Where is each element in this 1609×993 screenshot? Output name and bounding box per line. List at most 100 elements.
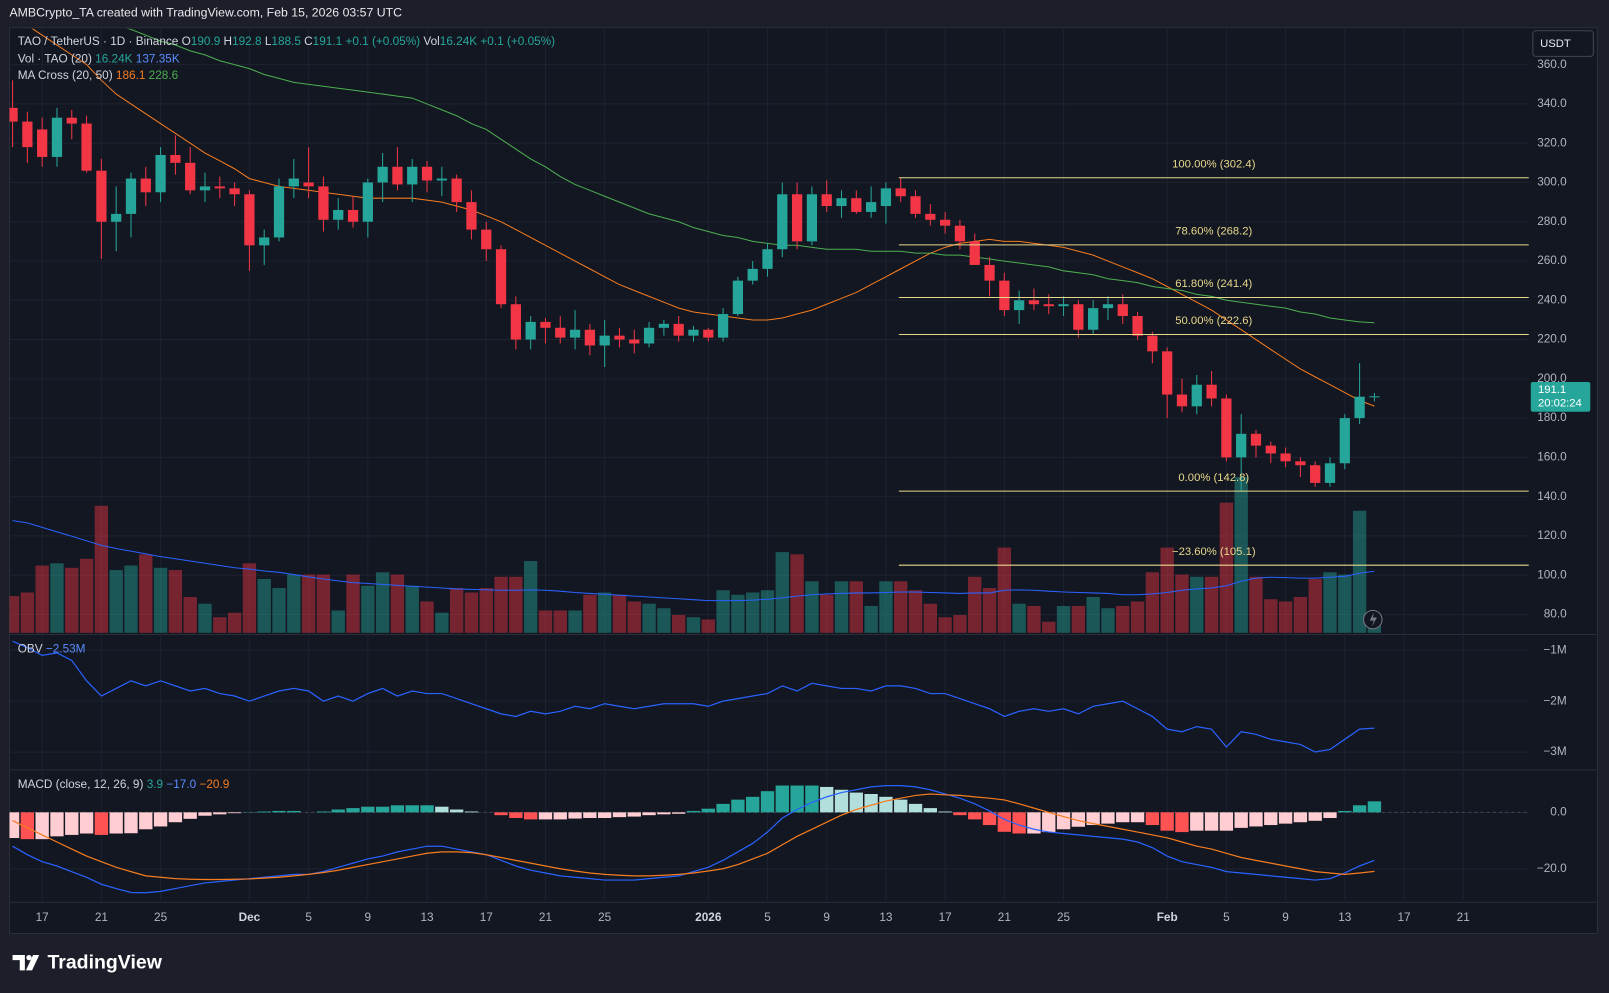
macd-histogram-bar xyxy=(657,812,671,815)
volume-bar xyxy=(1278,601,1293,633)
macd-histogram-bar xyxy=(1249,812,1263,827)
ma50-value: 228.6 xyxy=(149,69,179,82)
symbol: TAO / TetherUS · 1D · Binance xyxy=(18,35,179,48)
macd-histogram-bar xyxy=(1042,812,1056,833)
x-tick-label: 9 xyxy=(365,911,372,924)
legend-obv: OBV −2.53M xyxy=(18,642,86,655)
candle-body xyxy=(229,188,240,195)
y-tick-label: 180.0 xyxy=(1537,411,1567,424)
macd-histogram-bar xyxy=(805,785,819,813)
candle-body xyxy=(984,264,995,281)
candle-body xyxy=(273,186,285,238)
ohlc-letter: L xyxy=(265,35,272,48)
y-tick-label: 280.0 xyxy=(1537,215,1567,228)
candle-body xyxy=(1236,433,1247,458)
y-tick-label: 220.0 xyxy=(1537,333,1567,346)
volume-bar xyxy=(509,576,523,633)
candle-body xyxy=(125,178,137,214)
macd-histogram-bar xyxy=(213,812,227,815)
y-tick-label: 120.0 xyxy=(1537,529,1567,542)
fib-label: 78.60% (268.2) xyxy=(1175,226,1252,238)
volume-bar xyxy=(1175,574,1189,633)
volume-bar xyxy=(968,576,982,633)
macd-histogram-bar xyxy=(820,786,834,813)
y-tick-label: 0.0 xyxy=(1550,805,1567,818)
candle-body xyxy=(244,194,255,246)
vol-label: Vol xyxy=(423,35,439,48)
currency-button[interactable] xyxy=(1532,30,1594,57)
macd-histogram-bar xyxy=(420,805,434,813)
y-tick-label: −2M xyxy=(1543,694,1566,707)
ma-line xyxy=(31,28,1375,407)
candle-body xyxy=(762,249,773,269)
candle-body xyxy=(288,178,299,187)
macd-histogram-bar xyxy=(894,799,908,813)
candle-body xyxy=(1369,396,1380,398)
ohlc-value: 190.9 xyxy=(191,35,220,48)
candle-body xyxy=(1117,304,1128,317)
candle-body xyxy=(910,196,921,214)
candle-body xyxy=(1295,461,1306,466)
macd-histogram-bar xyxy=(287,810,301,813)
volume-bar xyxy=(982,588,997,633)
candle-body xyxy=(1132,316,1143,336)
macd-histogram-bar xyxy=(568,812,582,819)
x-tick-label: 5 xyxy=(305,911,312,924)
volume-bar xyxy=(1130,601,1145,633)
candle-body xyxy=(643,327,655,344)
y-tick-label: 340.0 xyxy=(1537,97,1567,110)
volume-bar xyxy=(405,585,419,633)
volume-bar xyxy=(316,574,331,633)
volume-bar xyxy=(1056,605,1071,633)
candle-body xyxy=(259,237,270,246)
candle-body xyxy=(66,117,77,124)
volume-bar xyxy=(760,590,775,633)
macd-histogram-bar xyxy=(879,796,893,813)
macd-histogram-bar xyxy=(1293,812,1308,823)
macd-histogram-bar xyxy=(642,812,656,816)
candle-body xyxy=(851,198,862,212)
volume-bar xyxy=(612,594,627,633)
ma-line xyxy=(126,28,1375,324)
candle-body xyxy=(407,166,418,185)
candle-body xyxy=(155,154,166,193)
volume-bar xyxy=(198,603,212,633)
volume-bar xyxy=(1352,510,1367,633)
volume-bar xyxy=(35,565,49,633)
last-price-tag xyxy=(1530,381,1591,412)
candle-body xyxy=(1206,384,1217,399)
macd-histogram-bar xyxy=(331,809,345,813)
volume-bar xyxy=(583,594,597,633)
volume-bar xyxy=(731,594,745,633)
macd-value: −17.0 xyxy=(166,778,196,791)
macd-histogram-bar xyxy=(1338,810,1352,813)
volume-bar xyxy=(361,585,375,633)
volume-bar xyxy=(1234,477,1248,633)
candle-body xyxy=(1310,465,1321,483)
candle-body xyxy=(629,339,640,344)
ohlc-value: 188.5 xyxy=(271,35,301,48)
macd-histogram-bar xyxy=(672,812,686,814)
volume-bar xyxy=(820,594,834,633)
macd-histogram-bar xyxy=(923,808,937,813)
candle-body xyxy=(185,162,196,191)
candle-body xyxy=(1014,300,1025,311)
candle-body xyxy=(673,323,684,336)
candle-body xyxy=(318,186,329,220)
y-tick-label: −1M xyxy=(1543,643,1566,656)
x-tick-label: 21 xyxy=(1457,911,1470,924)
macd-histogram-bar xyxy=(746,796,760,813)
candle-body xyxy=(1088,308,1099,330)
legend-main: TAO / TetherUS · 1D · Binance O190.9 H19… xyxy=(18,35,555,48)
macd-histogram-bar xyxy=(464,811,479,813)
candle-body xyxy=(362,182,373,222)
macd-histogram-bar xyxy=(227,812,242,814)
macd-histogram-bar xyxy=(612,812,627,818)
macd-histogram-bar xyxy=(538,812,553,820)
volume-bar xyxy=(775,552,789,633)
volume-bar xyxy=(1367,625,1382,633)
macd-histogram-bar xyxy=(716,803,730,813)
volume-bar xyxy=(953,614,967,633)
candle-body xyxy=(347,209,359,222)
